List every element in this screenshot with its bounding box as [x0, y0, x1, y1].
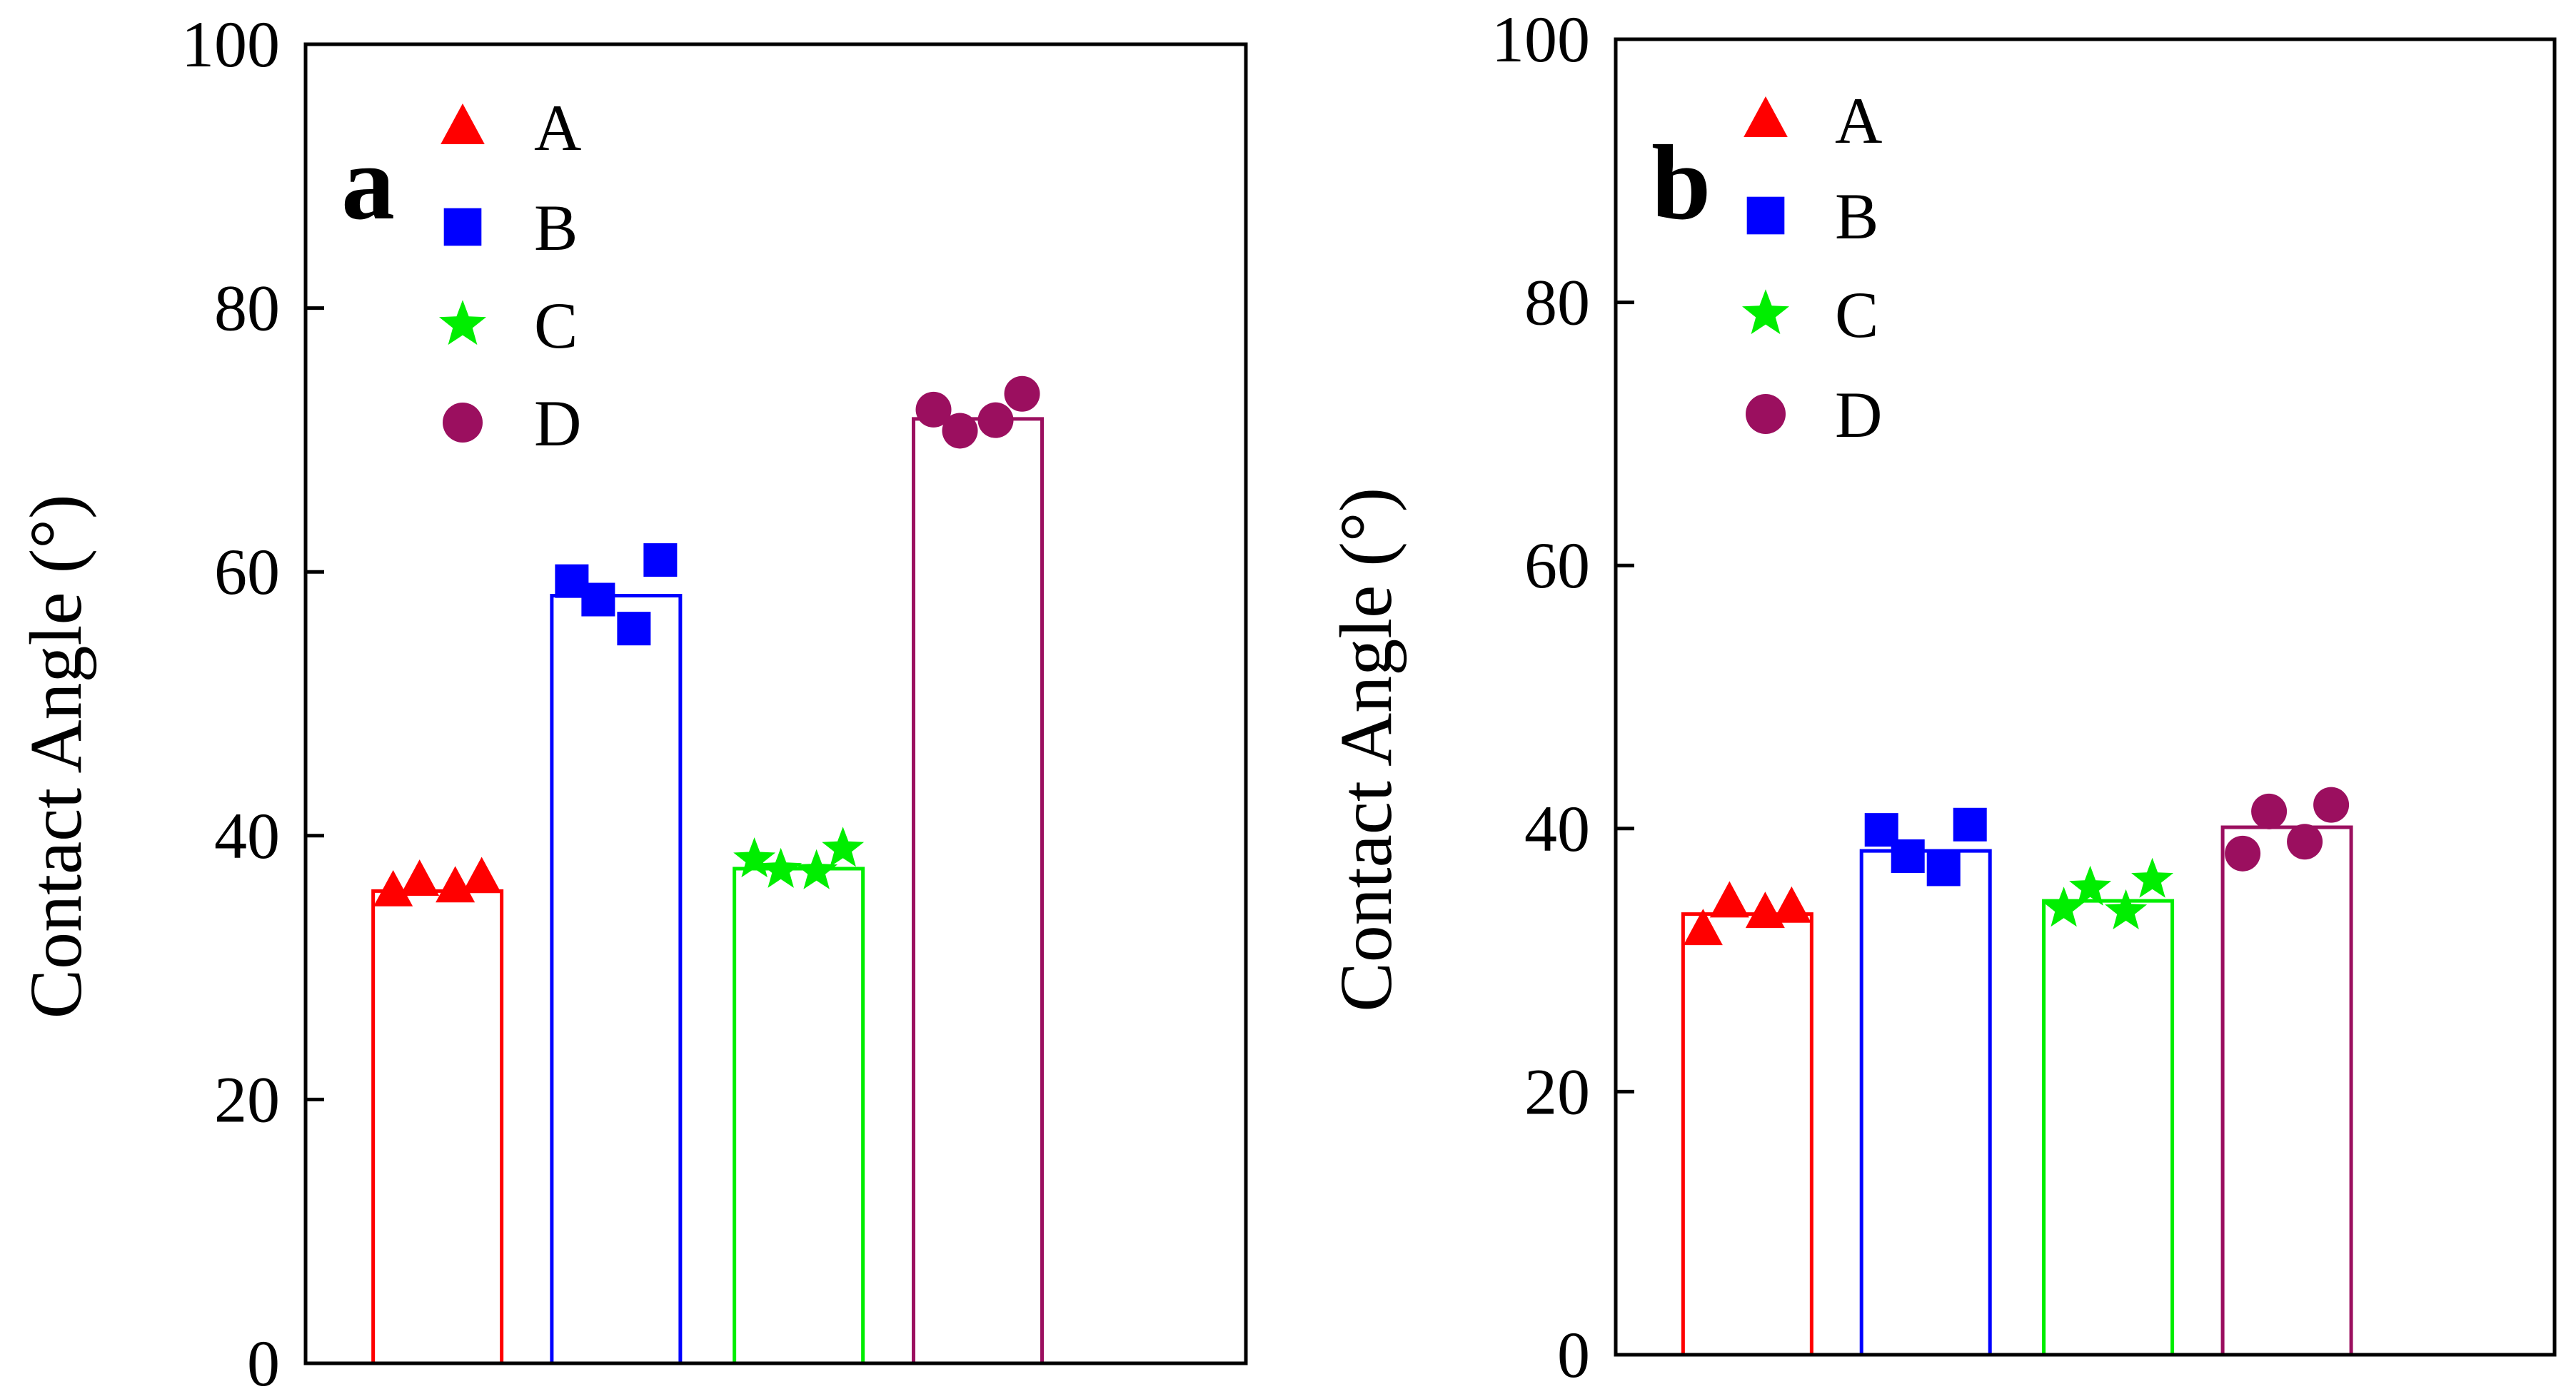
data-point-B	[581, 582, 615, 617]
data-point-A	[1709, 881, 1749, 918]
legend-label-B: B	[534, 191, 578, 264]
legend-label-C: C	[534, 289, 578, 362]
data-point-D	[2225, 835, 2261, 872]
data-point-A	[1771, 886, 1811, 923]
data-point-B	[643, 543, 678, 577]
data-point-C	[733, 837, 776, 878]
y-tick-label: 0	[247, 1327, 280, 1399]
data-point-D	[2313, 787, 2350, 823]
panel-letter: b	[1651, 123, 1711, 242]
legend-label-D: D	[1835, 378, 1882, 451]
data-point-C	[2043, 887, 2086, 927]
plot-frame	[1614, 37, 2557, 1357]
legend-label-B: B	[1835, 180, 1878, 253]
y-axis-title: Contact Angle (°)	[15, 495, 97, 1019]
data-point-B	[1891, 839, 1925, 874]
bar-D	[2220, 825, 2353, 1355]
legend-marker-A	[441, 103, 485, 144]
y-tick-label: 80	[1524, 266, 1590, 339]
data-point-A	[462, 857, 502, 894]
data-point-D	[2287, 824, 2323, 860]
y-tick-label: 0	[1557, 1318, 1590, 1391]
bar-C	[2042, 899, 2175, 1355]
data-point-C	[2069, 865, 2112, 906]
legend-marker-D	[1746, 394, 1786, 434]
legend-label-A: A	[1835, 84, 1882, 157]
bar-A	[1681, 912, 1813, 1355]
y-tick-label: 20	[214, 1063, 280, 1136]
plot-frame	[303, 42, 1248, 1365]
legend-marker-D	[443, 403, 483, 443]
data-point-A	[1683, 909, 1723, 946]
bar-C	[733, 867, 865, 1363]
data-point-D	[942, 413, 978, 449]
data-point-D	[2251, 793, 2288, 829]
data-point-B	[1926, 852, 1961, 887]
legend-label-C: C	[1835, 278, 1878, 351]
legend-marker-C	[1742, 289, 1789, 335]
data-point-A	[436, 866, 476, 903]
bar-B	[550, 593, 683, 1363]
data-point-D	[977, 402, 1014, 438]
y-tick-label: 100	[1491, 3, 1590, 76]
data-point-D	[1004, 375, 1040, 412]
legend-label-D: D	[534, 387, 581, 460]
legend-marker-A	[1744, 96, 1788, 137]
y-tick-label: 40	[1524, 792, 1590, 865]
data-point-B	[1953, 807, 1987, 842]
data-point-C	[2105, 889, 2148, 929]
data-point-C	[822, 827, 865, 867]
data-point-C	[2131, 857, 2174, 898]
legend-marker-B	[1746, 196, 1785, 235]
bar-A	[371, 889, 504, 1363]
data-point-D	[915, 391, 952, 428]
legend-label-A: A	[534, 91, 581, 164]
y-tick-label: 40	[214, 799, 280, 872]
y-axis-title: Contact Angle (°)	[1325, 488, 1407, 1012]
y-tick-label: 60	[214, 535, 280, 608]
legend-marker-B	[443, 208, 482, 246]
y-tick-label: 100	[181, 8, 280, 81]
y-tick-label: 20	[1524, 1055, 1590, 1128]
panel-letter: a	[341, 123, 395, 242]
data-point-C	[795, 849, 838, 889]
data-point-C	[760, 847, 803, 888]
y-tick-label: 60	[1524, 529, 1590, 602]
data-point-B	[617, 612, 651, 646]
legend-marker-C	[439, 300, 486, 345]
bar-B	[1859, 849, 1992, 1355]
data-point-A	[373, 869, 413, 906]
data-point-A	[400, 859, 440, 897]
bar-D	[912, 417, 1045, 1363]
y-tick-label: 80	[214, 272, 280, 345]
